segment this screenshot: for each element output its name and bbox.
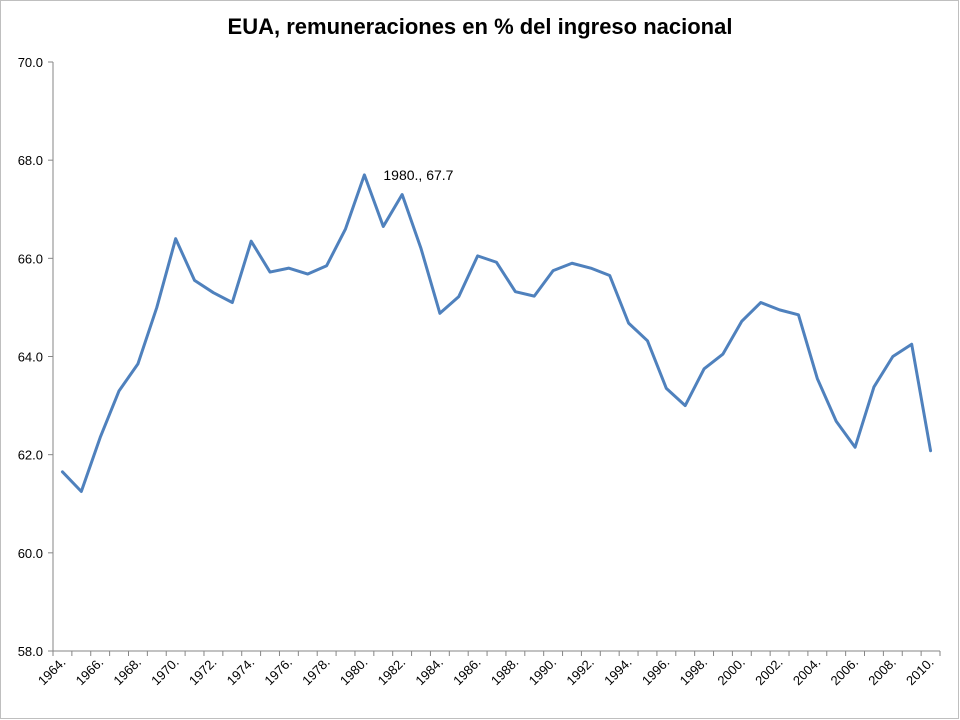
data-point <box>250 240 253 243</box>
x-tick-label: 1998. <box>677 655 711 689</box>
data-point <box>438 312 441 315</box>
data-point <box>136 362 139 365</box>
x-tick-label: 1966. <box>73 655 107 689</box>
data-point <box>608 274 611 277</box>
data-point <box>212 291 215 294</box>
data-point <box>495 261 498 264</box>
data-point <box>61 470 64 473</box>
data-point <box>552 269 555 272</box>
data-point <box>929 449 932 452</box>
data-point <box>835 420 838 423</box>
data-point <box>816 377 819 380</box>
data-point <box>891 355 894 358</box>
data-point <box>363 173 366 176</box>
x-tick-label: 1994. <box>601 655 635 689</box>
x-tick-label: 1986. <box>450 655 484 689</box>
data-label: 1980., 67.7 <box>383 167 453 183</box>
data-point <box>174 237 177 240</box>
data-point <box>344 227 347 230</box>
y-tick-label: 58.0 <box>18 644 43 659</box>
x-tick-label: 1984. <box>412 655 446 689</box>
data-point <box>382 225 385 228</box>
x-tick-label: 2010. <box>903 655 937 689</box>
data-point <box>740 320 743 323</box>
data-point <box>420 247 423 250</box>
data-point <box>910 343 913 346</box>
data-point <box>193 279 196 282</box>
chart-title: EUA, remuneraciones en % del ingreso nac… <box>227 14 733 39</box>
x-tick-label: 1980. <box>337 655 371 689</box>
data-point <box>854 446 857 449</box>
data-point <box>589 267 592 270</box>
data-point <box>721 353 724 356</box>
y-tick-label: 68.0 <box>18 153 43 168</box>
x-tick-label: 1976. <box>261 655 295 689</box>
data-point <box>570 262 573 265</box>
y-tick-label: 60.0 <box>18 546 43 561</box>
y-tick-label: 66.0 <box>18 251 43 266</box>
x-tick-label: 1992. <box>563 655 597 689</box>
data-point <box>684 404 687 407</box>
data-point <box>665 387 668 390</box>
x-tick-label: 2006. <box>828 655 862 689</box>
x-tick-label: 2004. <box>790 655 824 689</box>
data-point <box>325 264 328 267</box>
data-point <box>476 254 479 257</box>
data-point <box>872 385 875 388</box>
data-point <box>514 290 517 293</box>
y-tick-label: 70.0 <box>18 55 43 70</box>
x-tick-label: 1968. <box>110 655 144 689</box>
x-tick-label: 2002. <box>752 655 786 689</box>
data-point <box>778 308 781 311</box>
data-point <box>797 313 800 316</box>
x-tick-label: 2008. <box>865 655 899 689</box>
data-point <box>269 271 272 274</box>
data-point <box>231 301 234 304</box>
y-tick-label: 62.0 <box>18 448 43 463</box>
data-point <box>80 490 83 493</box>
x-tick-label: 1970. <box>148 655 182 689</box>
x-tick-label: 1964. <box>35 655 69 689</box>
data-point <box>533 295 536 298</box>
data-point <box>99 436 102 439</box>
x-tick-label: 1978. <box>299 655 333 689</box>
x-tick-label: 1972. <box>186 655 220 689</box>
data-point <box>627 322 630 325</box>
y-tick-label: 64.0 <box>18 350 43 365</box>
data-point <box>306 273 309 276</box>
series-line <box>60 173 933 493</box>
data-point <box>646 339 649 342</box>
x-tick-label: 1996. <box>639 655 673 689</box>
x-tick-label: 1990. <box>526 655 560 689</box>
x-tick-label: 2000. <box>714 655 748 689</box>
x-tick-label: 1974. <box>224 655 258 689</box>
data-point <box>703 367 706 370</box>
data-point <box>457 295 460 298</box>
data-point <box>401 193 404 196</box>
data-point <box>759 301 762 304</box>
x-tick-label: 1988. <box>488 655 522 689</box>
data-point <box>118 389 121 392</box>
data-point <box>155 306 158 309</box>
data-point <box>287 267 290 270</box>
x-tick-label: 1982. <box>375 655 409 689</box>
